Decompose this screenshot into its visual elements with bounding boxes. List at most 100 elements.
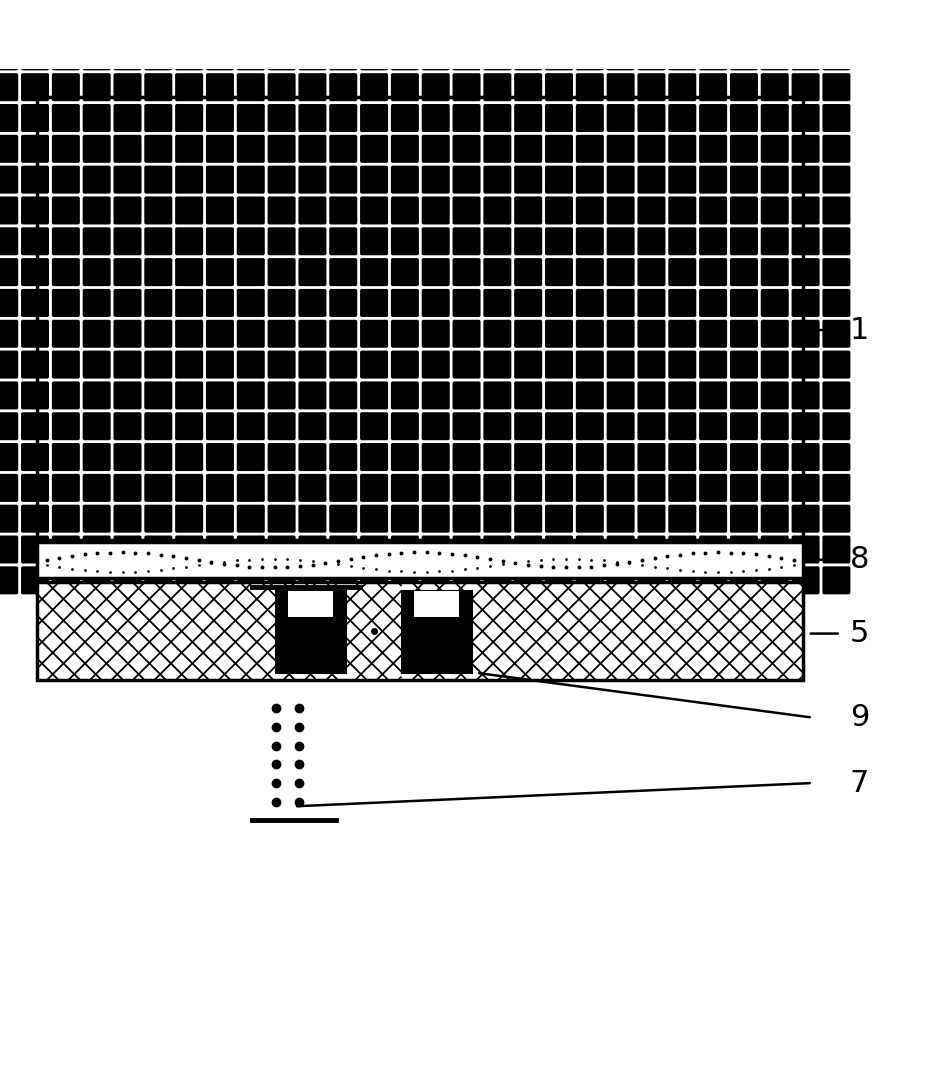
FancyBboxPatch shape [545,443,573,471]
FancyBboxPatch shape [761,104,788,132]
FancyBboxPatch shape [699,320,728,348]
FancyBboxPatch shape [761,135,788,163]
FancyBboxPatch shape [51,443,79,471]
FancyBboxPatch shape [452,104,480,132]
FancyBboxPatch shape [575,227,604,255]
FancyBboxPatch shape [0,73,18,101]
FancyBboxPatch shape [515,73,542,101]
FancyBboxPatch shape [761,504,788,532]
FancyBboxPatch shape [484,567,512,594]
FancyBboxPatch shape [607,104,635,132]
FancyBboxPatch shape [730,258,758,286]
FancyBboxPatch shape [82,473,110,502]
FancyBboxPatch shape [484,289,512,317]
FancyBboxPatch shape [668,381,696,409]
FancyBboxPatch shape [360,135,389,163]
FancyBboxPatch shape [390,320,418,348]
FancyBboxPatch shape [761,567,788,594]
FancyBboxPatch shape [205,412,234,440]
FancyBboxPatch shape [360,473,389,502]
FancyBboxPatch shape [515,104,542,132]
FancyBboxPatch shape [607,567,635,594]
FancyBboxPatch shape [730,504,758,532]
FancyBboxPatch shape [390,73,418,101]
FancyBboxPatch shape [452,258,480,286]
FancyBboxPatch shape [0,196,18,225]
FancyBboxPatch shape [668,289,696,317]
FancyBboxPatch shape [144,289,172,317]
FancyBboxPatch shape [668,504,696,532]
FancyBboxPatch shape [82,227,110,255]
FancyBboxPatch shape [575,43,604,71]
FancyBboxPatch shape [515,166,542,194]
FancyBboxPatch shape [545,166,573,194]
FancyBboxPatch shape [205,227,234,255]
FancyBboxPatch shape [668,350,696,378]
FancyBboxPatch shape [21,443,49,471]
FancyBboxPatch shape [21,350,49,378]
FancyBboxPatch shape [0,443,18,471]
FancyBboxPatch shape [822,43,850,71]
FancyBboxPatch shape [607,443,635,471]
FancyBboxPatch shape [822,504,850,532]
FancyBboxPatch shape [21,73,49,101]
Text: 5: 5 [850,619,870,648]
FancyBboxPatch shape [638,412,665,440]
FancyBboxPatch shape [730,104,758,132]
FancyBboxPatch shape [452,196,480,225]
FancyBboxPatch shape [82,43,110,71]
FancyBboxPatch shape [515,43,542,71]
FancyBboxPatch shape [484,473,512,502]
FancyBboxPatch shape [329,320,357,348]
FancyBboxPatch shape [51,536,79,563]
FancyBboxPatch shape [267,473,295,502]
FancyBboxPatch shape [761,536,788,563]
FancyBboxPatch shape [298,473,327,502]
FancyBboxPatch shape [761,443,788,471]
FancyBboxPatch shape [730,43,758,71]
FancyBboxPatch shape [21,381,49,409]
FancyBboxPatch shape [484,166,512,194]
FancyBboxPatch shape [668,567,696,594]
FancyBboxPatch shape [236,73,265,101]
FancyBboxPatch shape [792,381,820,409]
FancyBboxPatch shape [329,227,357,255]
FancyBboxPatch shape [668,135,696,163]
FancyBboxPatch shape [699,258,728,286]
Bar [288,590,333,617]
FancyBboxPatch shape [638,73,665,101]
FancyBboxPatch shape [113,289,142,317]
FancyBboxPatch shape [298,73,327,101]
FancyBboxPatch shape [452,567,480,594]
FancyBboxPatch shape [267,320,295,348]
FancyBboxPatch shape [267,536,295,563]
FancyBboxPatch shape [545,473,573,502]
FancyBboxPatch shape [298,135,327,163]
FancyBboxPatch shape [298,412,327,440]
FancyBboxPatch shape [452,536,480,563]
FancyBboxPatch shape [329,504,357,532]
Bar [276,590,346,673]
FancyBboxPatch shape [575,536,604,563]
FancyBboxPatch shape [205,320,234,348]
FancyBboxPatch shape [761,473,788,502]
FancyBboxPatch shape [51,104,79,132]
FancyBboxPatch shape [638,473,665,502]
FancyBboxPatch shape [761,350,788,378]
FancyBboxPatch shape [298,504,327,532]
FancyBboxPatch shape [390,135,418,163]
FancyBboxPatch shape [0,536,18,563]
FancyBboxPatch shape [422,443,450,471]
FancyBboxPatch shape [638,289,665,317]
FancyBboxPatch shape [144,258,172,286]
FancyBboxPatch shape [822,73,850,101]
FancyBboxPatch shape [761,289,788,317]
FancyBboxPatch shape [21,227,49,255]
Bar [37,583,803,680]
FancyBboxPatch shape [452,320,480,348]
FancyBboxPatch shape [82,104,110,132]
FancyBboxPatch shape [175,43,204,71]
FancyBboxPatch shape [175,567,204,594]
Bar [346,583,402,680]
FancyBboxPatch shape [329,104,357,132]
